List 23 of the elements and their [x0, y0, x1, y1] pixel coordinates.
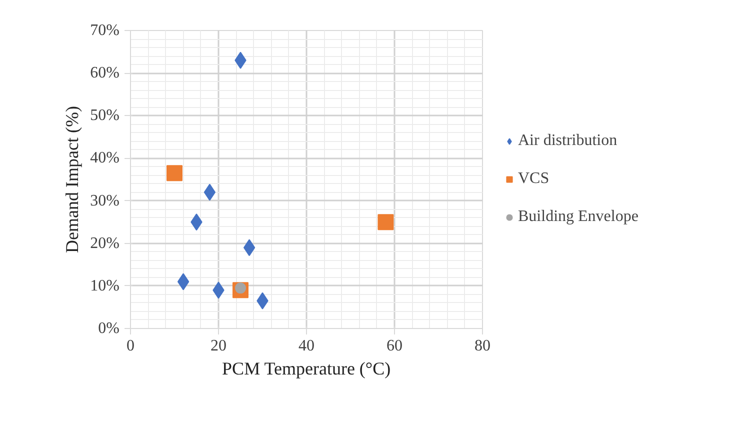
y-tick-label: 30% [90, 192, 120, 210]
x-tick-label: 60 [386, 338, 402, 354]
x-tick-label: 80 [474, 338, 490, 354]
y-tick-label: 50% [90, 107, 120, 124]
point [177, 273, 190, 290]
y-tick-label: 70% [90, 22, 120, 39]
legend-label: VCS [518, 170, 550, 188]
legend-label: Air distribution [518, 132, 618, 150]
x-axis-title: PCM Temperature (°C) [222, 358, 391, 378]
point [204, 184, 216, 201]
point [378, 214, 394, 230]
y-tick-label: 40% [90, 150, 120, 167]
point [243, 239, 256, 256]
point [166, 165, 182, 182]
x-tick-label: 20 [210, 338, 226, 354]
legend-label: Building Envelope [518, 208, 638, 226]
x-tick-label: 40 [298, 338, 314, 354]
x-tick-label: 0 [126, 338, 134, 354]
y-tick-label: 60% [90, 64, 120, 82]
y-axis-title: Demand Impact (%) [62, 106, 82, 253]
y-tick-label: 20% [90, 234, 120, 252]
y-tick-label: 10% [90, 277, 120, 294]
y-tick-label: 0% [98, 320, 120, 337]
